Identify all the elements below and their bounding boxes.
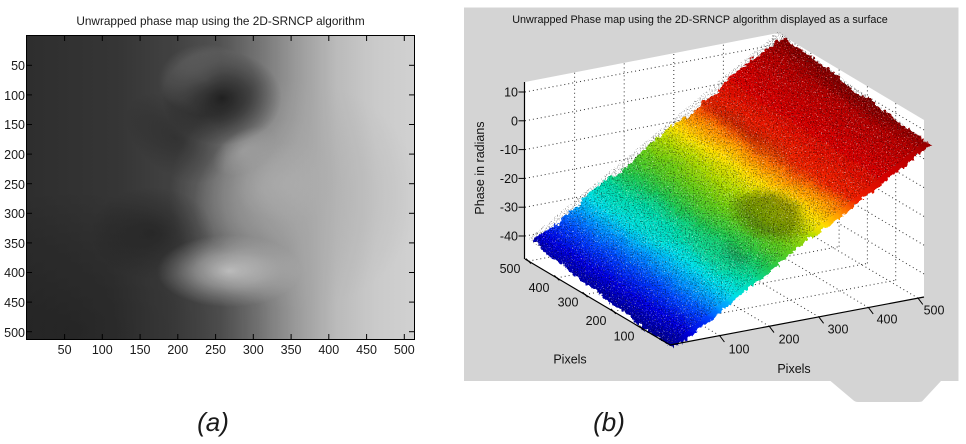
svg-text:500: 500 xyxy=(924,304,945,318)
svg-text:400: 400 xyxy=(877,313,898,327)
svg-text:-40: -40 xyxy=(500,230,518,244)
svg-text:Pixels: Pixels xyxy=(553,353,586,367)
svg-text:200: 200 xyxy=(586,314,607,328)
svg-text:300: 300 xyxy=(558,296,579,310)
svg-text:Unwrapped Phase map using the: Unwrapped Phase map using the 2D-SRNCP a… xyxy=(512,14,888,26)
svg-text:400: 400 xyxy=(529,281,550,295)
svg-text:200: 200 xyxy=(779,333,800,347)
svg-text:100: 100 xyxy=(614,330,635,344)
svg-text:-20: -20 xyxy=(500,172,518,186)
svg-text:Phase in radians: Phase in radians xyxy=(473,121,487,214)
svg-text:Pixels: Pixels xyxy=(777,362,810,376)
svg-text:-30: -30 xyxy=(500,201,518,215)
svg-text:300: 300 xyxy=(828,323,849,337)
svg-text:100: 100 xyxy=(729,343,750,357)
svg-text:-10: -10 xyxy=(500,143,518,157)
svg-text:0: 0 xyxy=(511,114,518,128)
svg-text:10: 10 xyxy=(504,86,518,100)
svg-text:500: 500 xyxy=(500,262,521,276)
